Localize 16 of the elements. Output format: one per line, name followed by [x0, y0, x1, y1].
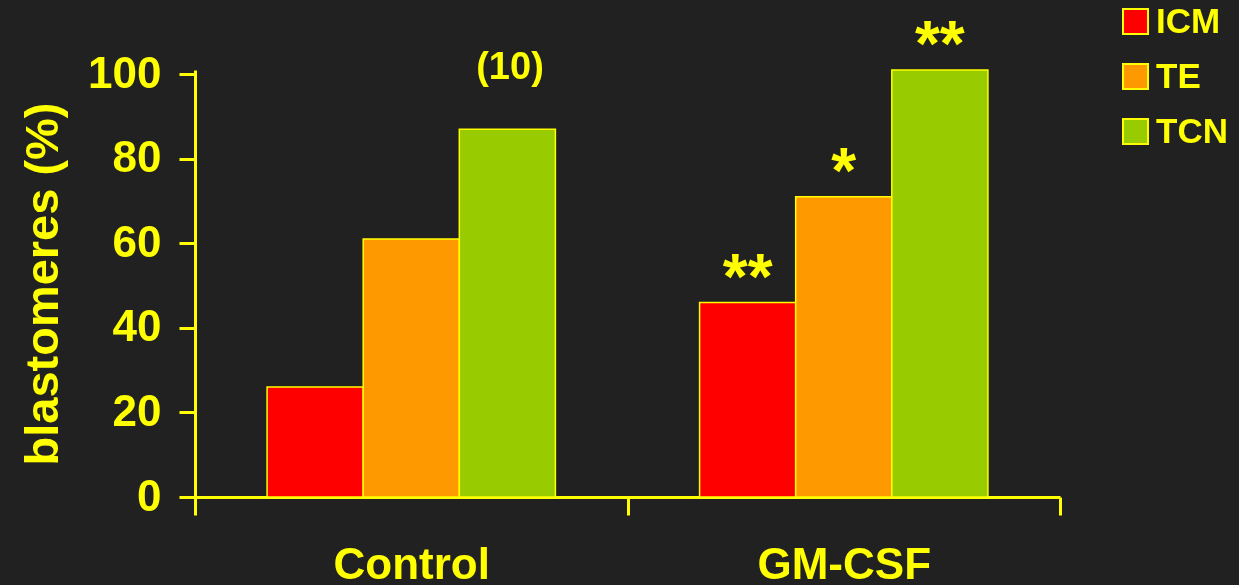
legend-label: ICM: [1156, 0, 1221, 40]
y-tick-label: 100: [88, 47, 162, 97]
data-label: *: [831, 134, 857, 207]
x-tick-label: GM-CSF: [757, 538, 932, 585]
data-label: **: [914, 8, 965, 80]
annotation: (10): [476, 45, 544, 87]
y-tick-label: 60: [112, 216, 162, 266]
y-tick-label: 80: [112, 132, 162, 182]
y-axis-title: blastomeres (%): [15, 102, 69, 466]
y-tick-label: 20: [112, 385, 162, 435]
y-tick-label: 0: [137, 470, 162, 520]
y-tick-label: 40: [112, 301, 162, 351]
data-label: **: [722, 240, 773, 313]
legend-label: TE: [1156, 55, 1201, 95]
legend-label: TCN: [1156, 110, 1228, 150]
x-tick-label: Control: [333, 538, 490, 585]
